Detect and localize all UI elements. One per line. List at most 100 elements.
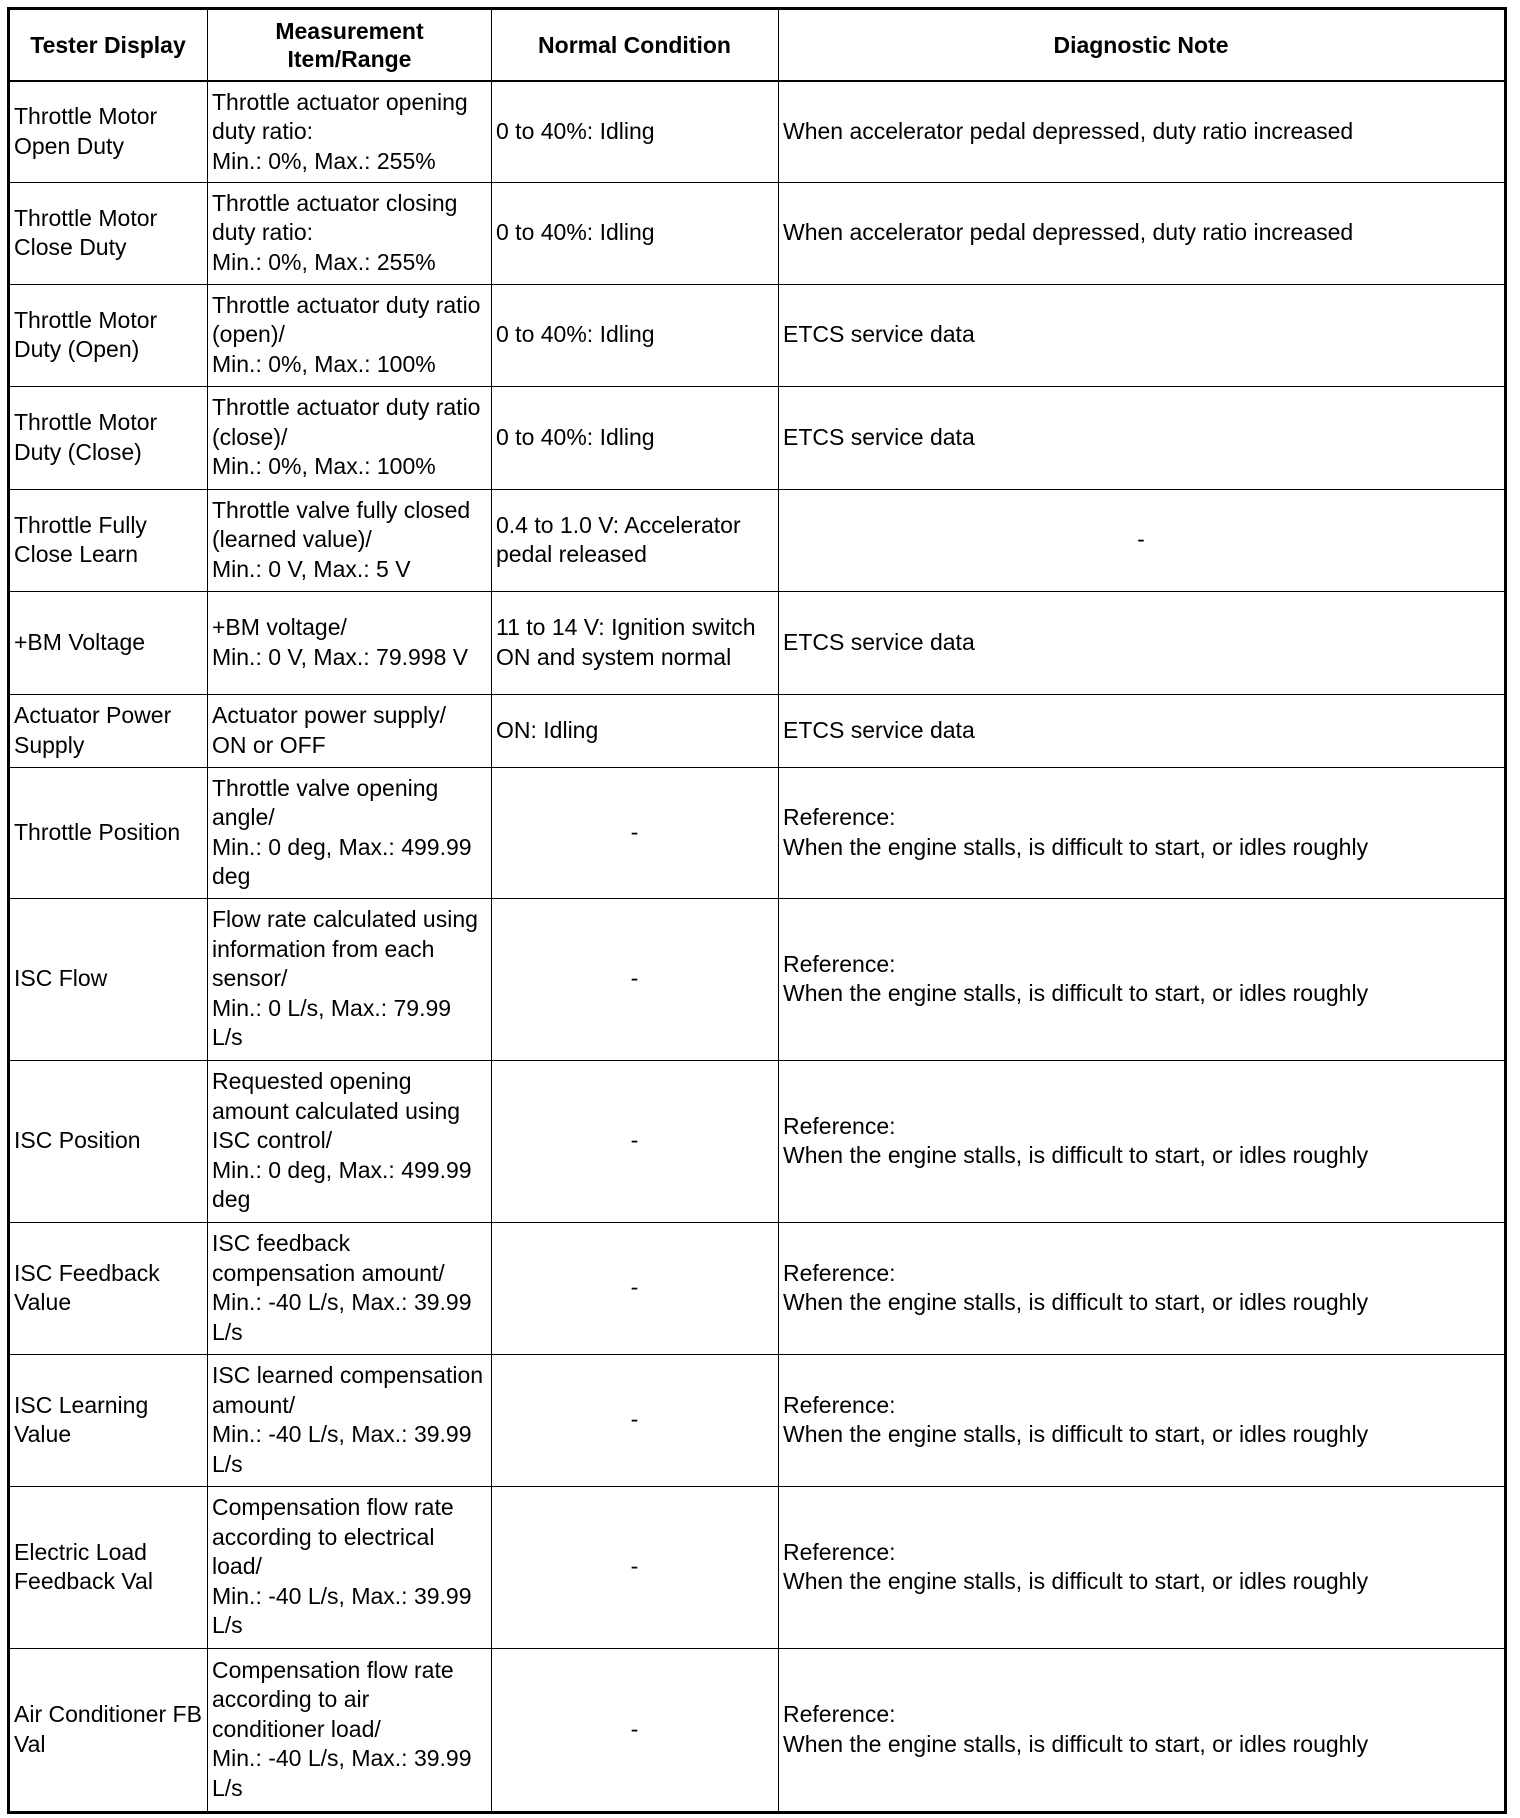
table-row: Throttle Position Throttle valve opening … [8, 766, 1506, 899]
cell-measurement-range-line: Compensation flow rate according to air … [212, 1656, 454, 1742]
header-tester-display: Tester Display [8, 8, 208, 82]
cell-diagnostic-note-line: Reference: [783, 1259, 896, 1286]
cell-tester-display: Throttle Fully Close Learn [8, 488, 208, 592]
cell-measurement-range: Actuator power supply/ON or OFF [207, 693, 492, 768]
cell-diagnostic-note: ETCS service data [778, 693, 1506, 768]
cell-measurement-range-line: Min.: 0%, Max.: 255% [212, 147, 436, 174]
cell-measurement-range: Compensation flow rate according to air … [207, 1647, 492, 1813]
cell-measurement-range-line: Throttle actuator duty ratio (open)/ [212, 291, 481, 348]
cell-measurement-range-line: Min.: -40 L/s, Max.: 39.99 L/s [212, 1421, 472, 1477]
cell-normal-condition-line: - [630, 1406, 639, 1433]
cell-diagnostic-note-line: When the engine stalls, is difficult to … [783, 833, 1369, 860]
cell-diagnostic-note-line: ETCS service data [783, 321, 975, 348]
cell-diagnostic-note: Reference: When the engine stalls, is dif… [778, 1221, 1506, 1355]
cell-diagnostic-note: When accelerator pedal depressed, duty r… [778, 80, 1506, 183]
cell-diagnostic-note: Reference: When the engine stalls, is dif… [778, 766, 1506, 899]
cell-normal-condition-line: - [630, 1127, 639, 1154]
cell-measurement-range-line: Min.: -40 L/s, Max.: 39.99 L/s [212, 1289, 472, 1345]
cell-normal-condition: - [491, 1059, 779, 1223]
cell-measurement-range-line: Min.: -40 L/s, Max.: 39.99 L/s [212, 1582, 472, 1639]
cell-diagnostic-note: ETCS service data [778, 590, 1506, 695]
table-row: ISC Flow Flow rate calculated using infor… [8, 897, 1506, 1061]
cell-measurement-range-line: Min.: 0 deg, Max.: 499.99 deg [212, 1156, 472, 1213]
cell-measurement-range-line: Throttle valve fully closed (learned val… [212, 496, 471, 553]
cell-tester-display: ISC Feedback Value [8, 1221, 208, 1355]
cell-diagnostic-note-line: When the engine stalls, is difficult to … [783, 1289, 1369, 1315]
cell-diagnostic-note: - [778, 488, 1506, 592]
cell-normal-condition: - [491, 1221, 779, 1355]
cell-normal-condition: 11 to 14 V: Ignition switch ON and syste… [491, 590, 779, 695]
cell-measurement-range-line: Min.: 0 V, Max.: 79.998 V [212, 643, 469, 670]
cell-diagnostic-note: Reference: When the engine stalls, is dif… [778, 1059, 1506, 1223]
cell-normal-condition: - [491, 1485, 779, 1649]
cell-tester-display: Actuator Power Supply [8, 693, 208, 768]
cell-tester-display-line: Actuator Power Supply [14, 702, 172, 758]
cell-diagnostic-note-line: Reference: [783, 804, 896, 830]
cell-diagnostic-note-line: Reference: [783, 1701, 896, 1727]
cell-normal-condition: - [491, 1647, 779, 1813]
cell-diagnostic-note: Reference: When the engine stalls, is dif… [778, 897, 1506, 1061]
header-measurement-item: Measurement Item/Range [207, 8, 492, 82]
cell-normal-condition: - [491, 897, 779, 1061]
table-row: Electric Load Feedback Val Compensation f… [8, 1485, 1506, 1649]
cell-normal-condition: ON: Idling [491, 693, 779, 768]
cell-diagnostic-note: ETCS service data [778, 385, 1506, 490]
cell-normal-condition-line: - [630, 1715, 639, 1742]
cell-normal-condition: 0 to 40%: Idling [491, 385, 779, 490]
cell-measurement-range: Throttle actuator duty ratio (open)/Min.… [207, 283, 492, 387]
cell-normal-condition-line: 0 to 40%: Idling [496, 423, 655, 450]
cell-measurement-range: Throttle actuator opening duty ratio: Min… [207, 80, 492, 183]
cell-diagnostic-note-line: When the engine stalls, is difficult to … [783, 980, 1369, 1006]
header-diagnostic-note: Diagnostic Note [778, 8, 1506, 82]
cell-tester-display-line: Throttle Motor Open Duty [14, 103, 158, 159]
cell-tester-display-line: Throttle Position [14, 818, 181, 845]
cell-diagnostic-note: Reference: When the engine stalls, is dif… [778, 1647, 1506, 1813]
header-row: Tester Display Measurement Item/Range No… [8, 8, 1506, 82]
cell-measurement-range-line: ISC learned compensation amount/ [212, 1362, 484, 1418]
cell-measurement-range-line: Requested opening amount calculated usin… [212, 1068, 461, 1154]
cell-tester-display: Electric Load Feedback Val [8, 1485, 208, 1649]
cell-measurement-range-line: Throttle valve opening angle/ [212, 774, 439, 831]
cell-tester-display-line: +BM Voltage [14, 628, 146, 655]
cell-diagnostic-note-line: Reference: [783, 1391, 896, 1418]
cell-tester-display-line: Air Conditioner FB Val [14, 1701, 202, 1757]
cell-measurement-range-line: +BM voltage/ [212, 614, 347, 640]
cell-normal-condition-line: ON: Idling [496, 716, 599, 743]
cell-diagnostic-note: Reference: When the engine stalls, is dif… [778, 1353, 1506, 1487]
cell-normal-condition-line: - [630, 818, 639, 845]
cell-measurement-range: ISC feedback compensation amount/Min.: -… [207, 1221, 492, 1355]
table-row: Throttle Motor Duty (Open) Throttle actua… [8, 283, 1506, 387]
cell-measurement-range-line: Flow rate calculated using information f… [212, 906, 478, 992]
cell-normal-condition-line: 0 to 40%: Idling [496, 118, 655, 144]
table-row: ISC Feedback Value ISC feedback compensat… [8, 1221, 1506, 1355]
cell-measurement-range: Throttle actuator duty ratio (close)/ Min… [207, 385, 492, 490]
cell-tester-display-line: Throttle Motor Duty (Open) [14, 306, 158, 363]
cell-measurement-range-line: Min.: -40 L/s, Max.: 39.99 L/s [212, 1745, 472, 1801]
cell-measurement-range-line: Min.: 0%, Max.: 255% [212, 248, 436, 275]
cell-measurement-range: Throttle actuator closing duty ratio: Min… [207, 181, 492, 285]
cell-tester-display-line: ISC Position [14, 1127, 141, 1154]
cell-normal-condition-line: - [630, 965, 639, 992]
table-row: Throttle Motor Open Duty Throttle actuato… [8, 80, 1506, 183]
cell-diagnostic-note-line: When accelerator pedal depressed, duty r… [783, 118, 1354, 144]
cell-diagnostic-note-line: Reference: [783, 1538, 896, 1565]
cell-tester-display: Throttle Motor Duty (Open) [8, 283, 208, 387]
cell-measurement-range-line: Min.: 0%, Max.: 100% [212, 350, 436, 377]
cell-measurement-range: +BM voltage/Min.: 0 V, Max.: 79.998 V [207, 590, 492, 695]
cell-measurement-range: Compensation flow rate according to elec… [207, 1485, 492, 1649]
cell-diagnostic-note-line: Reference: [783, 950, 896, 977]
cell-tester-display-line: Electric Load Feedback Val [14, 1538, 153, 1595]
cell-normal-condition-line: 0.4 to 1.0 V: Accelerator pedal released [496, 511, 741, 568]
cell-normal-condition-line: - [630, 1274, 639, 1301]
cell-measurement-range-line: Compensation flow rate according to elec… [212, 1494, 454, 1580]
cell-measurement-range-line: Min.: 0 deg, Max.: 499.99 deg [212, 833, 472, 890]
cell-diagnostic-note-line: When the engine stalls, is difficult to … [783, 1730, 1369, 1757]
cell-normal-condition: 0 to 40%: Idling [491, 181, 779, 285]
table-row: ISC Learning Value ISC learned compensati… [8, 1353, 1506, 1487]
cell-normal-condition-line: 11 to 14 V: Ignition switch ON and syste… [496, 614, 756, 670]
cell-tester-display: Throttle Motor Open Duty [8, 80, 208, 183]
cell-tester-display: ISC Flow [8, 897, 208, 1061]
cell-tester-display: Throttle Position [8, 766, 208, 899]
cell-measurement-range: ISC learned compensation amount/Min.: -4… [207, 1353, 492, 1487]
cell-measurement-range: Flow rate calculated using information f… [207, 897, 492, 1061]
